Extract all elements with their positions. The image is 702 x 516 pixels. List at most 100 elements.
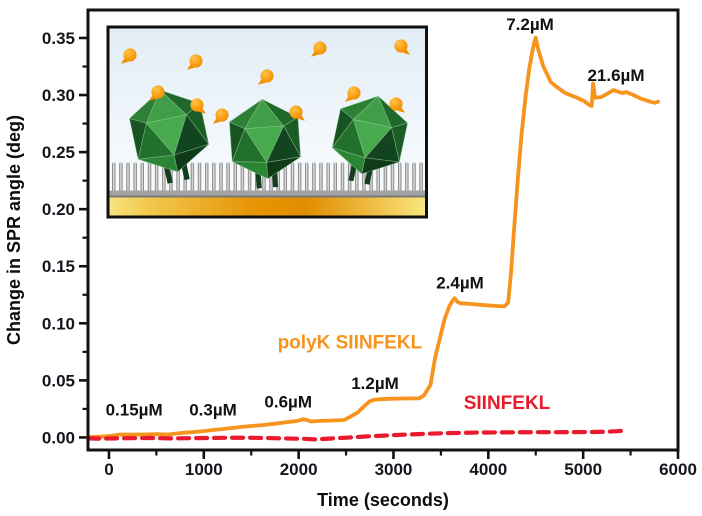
gold-substrate bbox=[109, 197, 425, 216]
peptide-droplet bbox=[389, 97, 405, 113]
polymer-brush-pillar bbox=[119, 162, 123, 192]
polymer-brush-pillar bbox=[112, 162, 116, 192]
polymer-brush-pillar bbox=[212, 162, 216, 192]
peptide-droplet bbox=[149, 85, 165, 101]
droplet-tail bbox=[121, 57, 129, 64]
polymer-brush-pillar bbox=[140, 162, 144, 192]
annotation-label: 7.2µM bbox=[506, 15, 554, 34]
y-tick-label: 0.10 bbox=[42, 314, 75, 333]
polymer-brush-pillar bbox=[412, 162, 416, 192]
polymer-brush-pillar bbox=[126, 162, 130, 192]
peptide-droplet bbox=[258, 69, 274, 85]
polymer-brush-pillar bbox=[383, 162, 388, 192]
polymer-brush-pillar bbox=[226, 162, 230, 192]
polymer-brush-pillar bbox=[340, 162, 345, 192]
polymer-brush-pillar bbox=[154, 162, 159, 192]
droplet-body bbox=[313, 41, 327, 55]
polymer-brush-pillar bbox=[147, 162, 152, 192]
virus-facet bbox=[266, 156, 301, 180]
droplet-body bbox=[394, 39, 408, 53]
annotation-label: 0.6µM bbox=[264, 392, 312, 411]
peptide-droplet bbox=[213, 108, 229, 124]
polymer-brush-pillar bbox=[233, 162, 237, 192]
y-tick-label: 0.15 bbox=[42, 257, 75, 276]
droplet-tail bbox=[258, 78, 266, 85]
virus-leg bbox=[163, 164, 173, 184]
annotation-label: 0.15µM bbox=[106, 400, 163, 419]
droplet-tail bbox=[345, 95, 353, 102]
droplet-body bbox=[347, 86, 361, 100]
droplet-body bbox=[289, 105, 303, 119]
inset-border bbox=[106, 25, 428, 219]
annotation-label: 2.4µM bbox=[436, 273, 484, 292]
peptide-droplet bbox=[121, 48, 137, 64]
peptide-droplet bbox=[311, 41, 327, 57]
annotation-label: SIINFEKL bbox=[464, 393, 551, 414]
droplet-body bbox=[190, 98, 204, 112]
y-tick-label: 0.05 bbox=[42, 371, 75, 390]
x-tick-label: 4000 bbox=[469, 460, 507, 479]
polymer-brush-pillar bbox=[205, 162, 209, 192]
brush-base-shadow bbox=[109, 195, 425, 198]
droplet-tail bbox=[213, 117, 221, 124]
droplet-tail bbox=[397, 106, 405, 113]
polymer-brush-pillar bbox=[333, 162, 337, 192]
y-tick-label: 0.20 bbox=[42, 200, 75, 219]
x-tick-label: 6000 bbox=[659, 460, 697, 479]
annotation-label: 1.2µM bbox=[351, 374, 399, 393]
y-tick-label: 0.30 bbox=[42, 86, 75, 105]
peptide-droplet bbox=[345, 86, 361, 102]
polymer-brush-pillar bbox=[376, 162, 380, 192]
peptide-droplet bbox=[394, 39, 410, 55]
polymer-brush-pillar bbox=[390, 162, 395, 192]
x-tick-label: 0 bbox=[104, 460, 113, 479]
droplet-tail bbox=[198, 107, 206, 114]
polymer-brush-pillar bbox=[190, 162, 195, 192]
y-tick-label: 0.25 bbox=[42, 143, 75, 162]
polymer-brush-pillar bbox=[312, 162, 316, 192]
virus-particle bbox=[331, 95, 408, 185]
annotation-label: 21.6µM bbox=[587, 66, 644, 85]
brush-base-layer bbox=[109, 190, 425, 197]
polymer-brush-pillar bbox=[326, 162, 330, 192]
polymer-brush-pillar bbox=[240, 162, 245, 192]
x-axis-title: Time (seconds) bbox=[317, 490, 449, 510]
droplet-tail bbox=[149, 94, 157, 101]
droplet-tail bbox=[297, 114, 305, 121]
polymer-brush-pillar bbox=[290, 162, 295, 192]
peptide-droplet bbox=[187, 54, 203, 70]
polymer-brush-pillar bbox=[405, 162, 409, 192]
y-tick-label: 0.35 bbox=[42, 29, 75, 48]
droplet-body bbox=[389, 97, 403, 111]
peptide-droplet bbox=[289, 105, 305, 121]
virus-particle bbox=[129, 89, 210, 184]
annotation-label: 0.3µM bbox=[189, 400, 237, 419]
inset-illustration bbox=[109, 28, 425, 216]
x-tick-label: 1000 bbox=[185, 460, 223, 479]
polymer-brush-pillar bbox=[283, 162, 287, 192]
droplet-tail bbox=[402, 48, 410, 55]
x-tick-label: 2000 bbox=[280, 460, 318, 479]
y-axis-title: Change in SPR angle (deg) bbox=[4, 115, 24, 345]
droplet-tail bbox=[311, 50, 319, 57]
x-tick-label: 5000 bbox=[564, 460, 602, 479]
droplet-body bbox=[215, 108, 229, 122]
polymer-brush-pillar bbox=[162, 162, 166, 192]
annotation-label: polyK SIINFEKL bbox=[278, 332, 423, 353]
virus-facet bbox=[173, 143, 210, 173]
polymer-brush-pillar bbox=[419, 162, 423, 192]
polymer-brush-pillar bbox=[219, 162, 223, 192]
droplet-body bbox=[189, 54, 203, 68]
polymer-brush-pillar bbox=[297, 162, 302, 192]
polymer-brush-pillar bbox=[398, 162, 402, 192]
virus-particle bbox=[229, 98, 301, 189]
droplet-tail bbox=[187, 63, 195, 70]
y-tick-label: 0.00 bbox=[42, 428, 75, 447]
x-tick-label: 3000 bbox=[375, 460, 413, 479]
polymer-brush-pillar bbox=[133, 162, 137, 192]
droplet-body bbox=[123, 48, 137, 62]
polymer-brush-pillar bbox=[197, 162, 202, 192]
droplet-body bbox=[260, 69, 274, 83]
